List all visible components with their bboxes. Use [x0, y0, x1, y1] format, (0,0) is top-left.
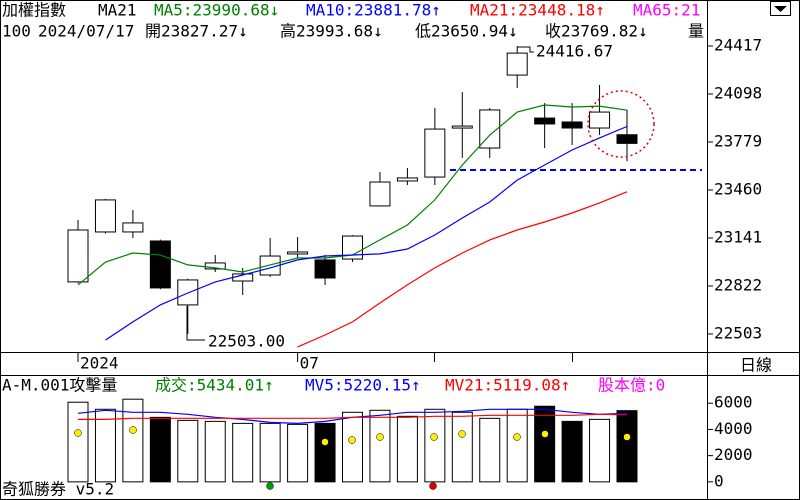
volume-bar: [424, 408, 446, 483]
leader-line: [517, 46, 534, 53]
chart-title: 加權指數: [2, 1, 66, 20]
extra-label: 股本億:0: [598, 376, 665, 395]
candle-body: [534, 117, 556, 125]
candle-body: [204, 262, 226, 270]
candle-body: [424, 128, 446, 178]
signal-dot: [348, 436, 356, 444]
volume-bar: [67, 401, 89, 483]
legend-entry: MA21:23448.18↑: [470, 1, 605, 20]
volume-bar: [314, 422, 336, 483]
mv-line: [78, 413, 628, 420]
volume-bar: [232, 422, 254, 483]
volume-bar: [506, 408, 528, 483]
volume-bar: [342, 411, 363, 483]
signal-dot: [376, 433, 384, 441]
period-label: 日線: [740, 356, 772, 375]
leader-line: [186, 306, 205, 341]
signal-dot: [429, 482, 437, 490]
volume-bar: [177, 419, 199, 483]
y-tick-label: 4000: [714, 419, 753, 438]
footer: 奇狐勝券 v5.2: [2, 480, 114, 499]
menu-icon[interactable]: [774, 6, 787, 12]
ma-line: [297, 191, 628, 348]
chart-subtitle: MA21: [98, 1, 137, 20]
signal-dot: [321, 438, 329, 446]
y-tick-label: 24417: [714, 36, 762, 55]
ma-line: [105, 125, 628, 341]
info-field: 低23650.94↓: [415, 22, 518, 41]
candle-body: [94, 199, 116, 233]
candle-body: [122, 222, 144, 233]
legend-entry: MA5:23990.68↓: [154, 1, 279, 20]
info-field: 量: [688, 22, 704, 41]
candle-body: [369, 181, 391, 207]
volume-bar: [451, 411, 473, 483]
legend-entry: MA10:23881.78↑: [306, 1, 441, 20]
volume-bar: [369, 409, 391, 483]
x-tick-label: 07: [300, 354, 319, 373]
volume-bar: [122, 398, 144, 483]
candle-body: [287, 251, 309, 255]
volume-bar: [479, 417, 501, 483]
legend-entry: MA65:21: [633, 1, 700, 20]
candle-body: [149, 240, 171, 289]
signal-dot: [513, 433, 521, 441]
highlight-circle: [587, 90, 655, 158]
info-field: 100: [2, 22, 31, 41]
signal-dot: [623, 433, 631, 441]
volume-bar: [616, 410, 638, 483]
y-tick-label: 0: [714, 471, 724, 490]
volume-bar: [287, 423, 309, 483]
x-tick-label: 2024: [80, 354, 119, 373]
signal-dot: [430, 433, 438, 441]
signal-dot: [458, 430, 466, 438]
volume-bar: [259, 422, 281, 483]
y-tick-label: 23460: [714, 179, 762, 198]
volume-panel: A-M.001攻擊量 成交:5434.01↑ MV5:5220.15↑ MV21:51…: [2, 376, 665, 483]
candle-body: [589, 111, 611, 129]
candle-body: [451, 125, 473, 129]
signal-dots: [74, 426, 631, 490]
volume-bar: [204, 420, 226, 483]
candle-body: [616, 134, 638, 144]
volume-bar: [589, 418, 611, 483]
volume-bar: [561, 420, 583, 483]
y-tick-label: 22503: [714, 323, 762, 342]
volume-bar: [149, 416, 171, 483]
y-tick-label: 6000: [714, 393, 753, 412]
candle-body: [479, 109, 501, 149]
legend-entry: MV5:5220.15↑: [305, 376, 421, 395]
volume-bar: [396, 415, 418, 483]
candle-body: [506, 52, 528, 76]
legend-entry: 成交:5434.01↑: [155, 376, 274, 395]
candle-body: [396, 177, 418, 182]
volume-bar: [94, 408, 116, 483]
candle-body: [67, 229, 89, 283]
price-panel: 加權指數 MA21 MA5:23990.68↓ MA10:23881.78↑ MA21:…: [2, 1, 704, 348]
y-tick-label: 2000: [714, 445, 753, 464]
annotation: 22503.00: [208, 332, 285, 351]
volume-bar: [534, 405, 556, 483]
info-field: 收23769.82↓: [545, 22, 648, 41]
legend-entry: MV21:5119.08↑: [445, 376, 570, 395]
signal-dot: [266, 482, 274, 490]
info-field: 2024/07/17: [38, 22, 134, 41]
signal-dot: [74, 429, 82, 437]
info-field: 開23827.27↓: [145, 22, 248, 41]
candle-body: [314, 259, 336, 279]
y-tick-label: 24098: [714, 84, 762, 103]
info-field: 高23993.68↓: [280, 22, 383, 41]
candle-body: [561, 121, 583, 129]
panel-title: A-M.001攻擊量: [2, 376, 117, 395]
y-tick-label: 23141: [714, 227, 762, 246]
signal-dot: [129, 426, 137, 434]
y-tick-label: 22822: [714, 275, 762, 294]
axes: 22503 22822 23141 23460 23779 24098 24417 2024 0…: [2, 36, 762, 499]
candle-body: [342, 235, 363, 260]
annotation: 24416.67: [536, 42, 613, 61]
y-tick-label: 23779: [714, 132, 762, 151]
signal-dot: [541, 430, 549, 438]
